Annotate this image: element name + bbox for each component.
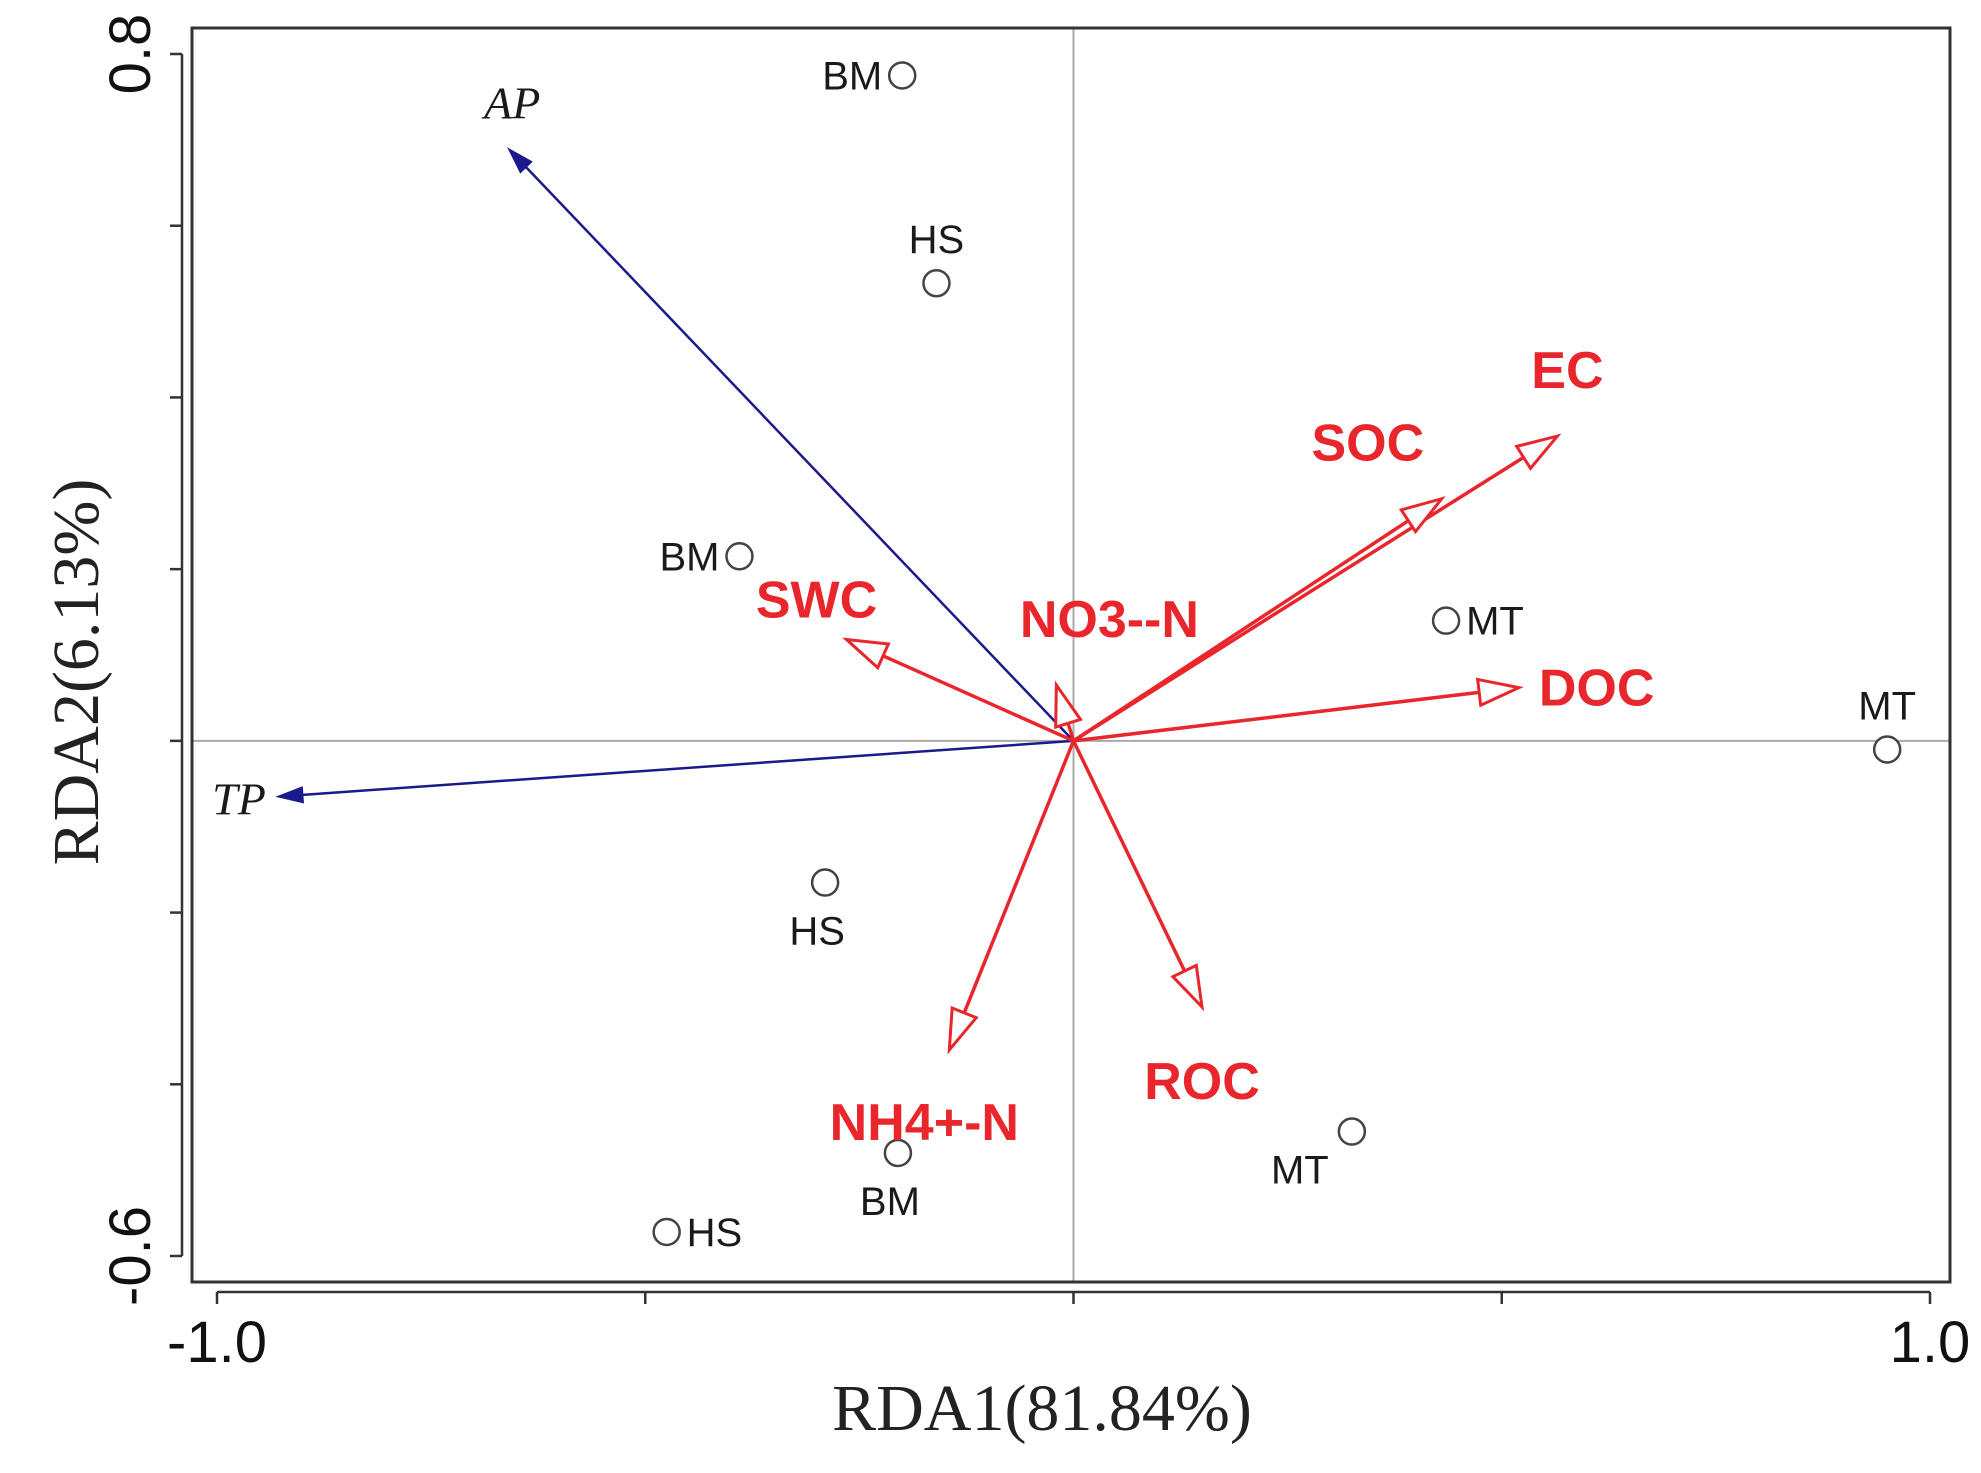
response-arrowhead-nh4-n [947, 1005, 979, 1055]
axis-ticks: -1.0 1.0 0.8 -0.6 [98, 14, 1970, 1375]
response-arrowhead-soc [1398, 496, 1446, 535]
response-label-doc: DOC [1539, 660, 1655, 718]
x-tick-label: 1.0 [1890, 1310, 1971, 1375]
plot-frame [190, 26, 1952, 1284]
response-arrowhead-no3-n [1054, 680, 1083, 730]
response-label-swc: SWC [756, 572, 877, 630]
response-label-soc: SOC [1311, 415, 1424, 473]
chart-labels: BM HS BM MT MT HS MT BM HS EC SOC DOC SWC NO3--N ROC NH… [212, 54, 1916, 1254]
site-label-hs: HS [909, 218, 965, 262]
response-label-roc: ROC [1144, 1053, 1260, 1111]
response-vector-roc [1071, 740, 1187, 972]
x-tick-label: -1.0 [167, 1310, 267, 1375]
response-label-nh4-n: NH4+-N [830, 1094, 1019, 1152]
response-vector-no3-n [1066, 722, 1076, 742]
site-points [652, 61, 1902, 1247]
response-vector-doc [1073, 690, 1480, 743]
response-arrowhead-roc [1170, 963, 1205, 1012]
y-tick-label: 0.8 [98, 14, 163, 95]
site-label-bm: BM [659, 535, 719, 579]
response-arrowhead-ec [1514, 433, 1562, 471]
response-label-ec: EC [1531, 342, 1603, 400]
site-point-bm [725, 542, 754, 571]
site-point-bm [887, 61, 917, 90]
site-label-mt: MT [1271, 1149, 1329, 1193]
explanatory-vector-ap [525, 166, 1075, 742]
site-point-mt [1872, 735, 1902, 764]
site-label-mt: MT [1466, 600, 1524, 644]
explanatory-arrowhead-ap [507, 147, 533, 174]
y-axis-title: RDA2(6.13%) [40, 479, 113, 866]
response-vectors [842, 433, 1562, 1055]
frame-border [190, 26, 1952, 1284]
site-label-hs: HS [789, 910, 845, 954]
response-label-no3-n: NO3--N [1020, 591, 1199, 649]
site-point-hs [810, 868, 840, 897]
site-point-hs [922, 268, 951, 298]
site-label-bm: BM [822, 54, 882, 98]
explanatory-label-tp: TP [212, 774, 266, 825]
site-point-mt [1337, 1117, 1367, 1146]
explanatory-vector-tp [302, 739, 1074, 797]
response-vector-nh4-n [962, 740, 1076, 1014]
x-axis-title: RDA1(81.84%) [832, 1372, 1252, 1445]
site-label-bm: BM [860, 1180, 920, 1224]
explanatory-label-ap: AP [481, 77, 540, 128]
response-vector-soc [1072, 519, 1410, 743]
site-label-hs: HS [687, 1211, 743, 1255]
response-arrowhead-swc [842, 637, 891, 671]
response-vector-swc [882, 654, 1075, 743]
site-point-hs [652, 1217, 681, 1247]
site-point-mt [1431, 606, 1461, 635]
explanatory-vectors [275, 147, 1075, 804]
explanatory-arrowhead-tp [275, 786, 304, 804]
y-tick-label: -0.6 [98, 1206, 163, 1306]
site-label-mt: MT [1858, 684, 1916, 728]
response-arrowhead-doc [1475, 677, 1524, 708]
site-point-bm [883, 1138, 913, 1168]
